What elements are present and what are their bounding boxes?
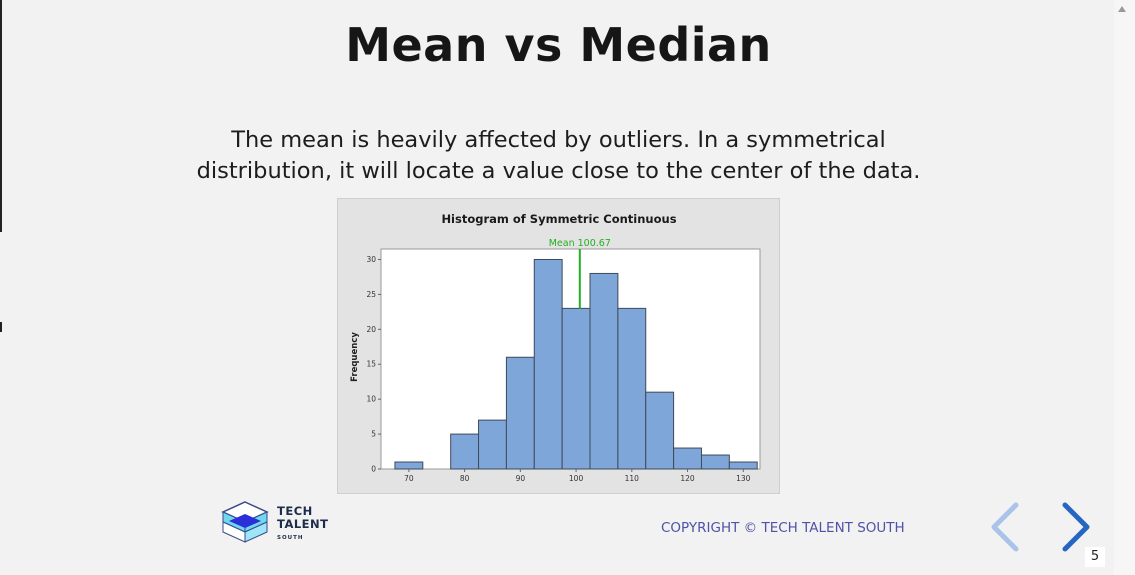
window-edge [0,0,2,232]
logo-line-talent: TALENT [277,517,329,531]
y-axis-label: Frequency [350,332,360,382]
histogram-chart: Histogram of Symmetric Continuous Freque… [337,198,780,494]
x-tick-label: 130 [736,474,751,483]
chevron-left-icon[interactable] [986,500,1026,554]
chart-title: Histogram of Symmetric Continuous [441,212,676,226]
histogram-bar [505,356,535,470]
scrollbar-track[interactable] [1114,0,1135,575]
copyright-text: COPYRIGHT © TECH TALENT SOUTH [661,520,905,536]
histogram-bar [394,461,424,470]
y-tick-label: 0 [371,465,376,474]
x-tick-label: 80 [460,474,470,483]
x-tick-label: 120 [680,474,695,483]
histogram-bar [700,454,730,470]
logo-line-south: SOUTH [277,535,304,541]
y-tick-label: 10 [366,395,376,404]
y-tick-label: 30 [366,255,376,264]
histogram-bar [589,272,619,470]
x-tick-label: 70 [404,474,414,483]
x-tick-label: 100 [569,474,584,483]
chevron-right-icon[interactable] [1055,500,1095,554]
histogram-bar [728,461,758,470]
histogram-svg: Histogram of Symmetric Continuous Freque… [350,212,761,483]
histogram-bar [617,307,647,470]
histogram-bar [478,419,507,470]
scroll-up-icon[interactable] [1118,6,1126,12]
slide-body-text: The mean is heavily affected by outliers… [196,127,921,184]
histogram-bar [533,258,563,470]
histogram-bar [645,391,675,470]
histogram-bar [673,447,702,470]
histogram-bar [450,433,480,470]
histogram-bar [561,307,591,470]
y-tick-label: 5 [371,430,376,439]
tech-talent-south-logo [221,501,269,543]
page-number: 5 [1085,547,1105,567]
mean-label: Mean 100.67 [549,238,611,249]
y-tick-label: 20 [366,325,376,334]
y-tick-label: 25 [366,290,376,299]
logo-wordmark: TECH TALENT SOUTH [277,505,329,545]
slide-title: Mean vs Median [345,18,772,72]
x-tick-label: 90 [516,474,526,483]
y-tick-label: 15 [366,360,376,369]
window-edge-mark [0,322,2,332]
x-tick-label: 110 [625,474,640,483]
logo-line-tech: TECH [277,504,313,518]
